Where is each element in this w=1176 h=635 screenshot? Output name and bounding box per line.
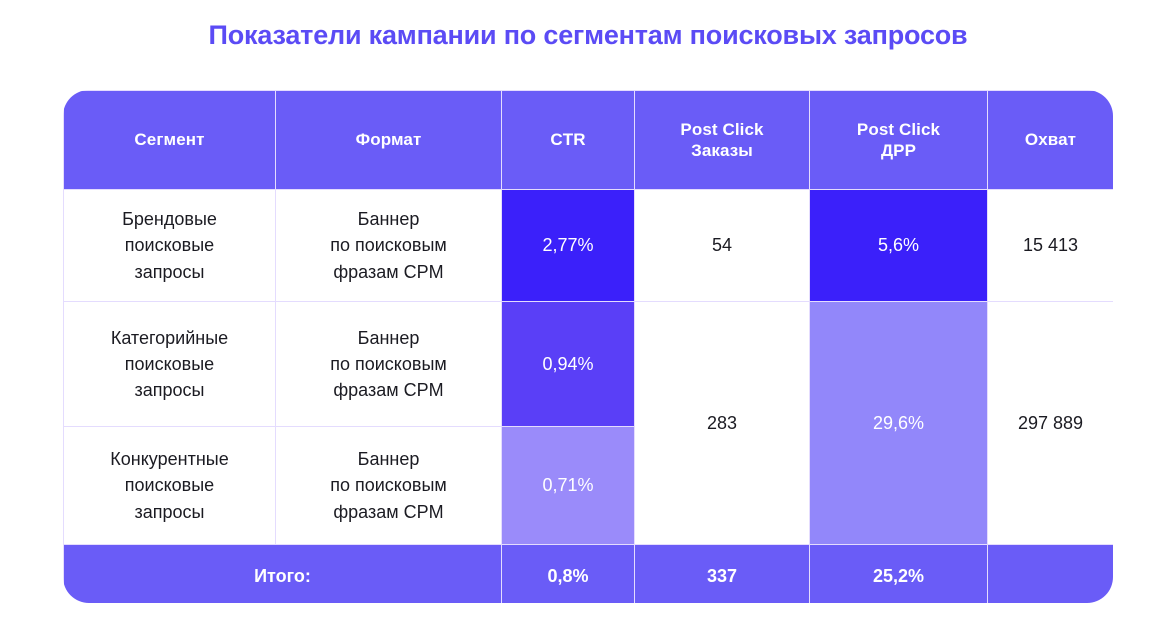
table-header: Сегмент Формат CTR Post Click Заказы Pos… bbox=[63, 90, 1113, 190]
column-header-post-click-drr-line1: Post Click bbox=[856, 119, 941, 139]
cell-post-click-drr-merged: 29,6% bbox=[809, 301, 988, 545]
cell-ctr-competitor: 0,71% bbox=[501, 426, 635, 545]
metrics-table-container: Сегмент Формат CTR Post Click Заказы Pos… bbox=[63, 90, 1113, 603]
segment-line1: Категорийные bbox=[110, 327, 229, 348]
cell-segment-competitor: Конкурентные поисковые запросы bbox=[63, 426, 276, 545]
table-row-branded: Брендовые поисковые запросы Баннер по по… bbox=[63, 189, 1113, 302]
page-title: Показатели кампании по сегментам поисков… bbox=[208, 20, 968, 50]
cell-segment-category: Категорийные поисковые запросы bbox=[63, 301, 276, 427]
format-line3: фразам CPM bbox=[333, 380, 444, 401]
segment-line2: поисковые bbox=[124, 475, 215, 496]
campaign-metrics-table: Сегмент Формат CTR Post Click Заказы Pos… bbox=[63, 90, 1113, 603]
column-header-post-click-orders-line1: Post Click bbox=[680, 119, 764, 139]
format-line1: Баннер bbox=[357, 209, 420, 230]
cell-segment-branded: Брендовые поисковые запросы bbox=[63, 189, 276, 302]
totals-label: Итого: bbox=[63, 544, 502, 603]
segment-line3: запросы bbox=[134, 261, 205, 282]
segment-line1: Конкурентные bbox=[110, 449, 229, 470]
segment-line1: Брендовые bbox=[122, 209, 217, 230]
table-row-competitor: Конкурентные поисковые запросы Баннер по… bbox=[63, 426, 1114, 545]
cell-ctr-branded: 2,77% bbox=[501, 189, 635, 302]
cell-post-click-drr-branded: 5,6% bbox=[809, 189, 988, 302]
segment-line3: запросы bbox=[134, 501, 205, 522]
format-line2: по поисковым bbox=[330, 235, 447, 256]
cell-format-competitor: Баннер по поисковым фразам CPM bbox=[275, 426, 502, 545]
totals-post-click-orders: 337 bbox=[634, 544, 810, 603]
segment-line2: поисковые bbox=[124, 353, 215, 374]
cell-reach-branded: 15 413 bbox=[987, 189, 1113, 302]
cell-format-category: Баннер по поисковым фразам CPM bbox=[275, 301, 502, 427]
cell-post-click-orders-merged: 283 bbox=[634, 301, 810, 545]
column-header-post-click-drr-line2: ДРР bbox=[880, 141, 917, 160]
column-header-post-click-orders: Post Click Заказы bbox=[634, 90, 810, 190]
cell-ctr-category: 0,94% bbox=[501, 301, 635, 427]
totals-row: Итого: 0,8% 337 25,2% bbox=[63, 544, 1113, 603]
column-header-reach: Охват bbox=[987, 90, 1113, 190]
totals-ctr: 0,8% bbox=[501, 544, 635, 603]
table-row-category: Категорийные поисковые запросы Баннер по… bbox=[63, 301, 1113, 545]
format-line3: фразам CPM bbox=[333, 261, 444, 282]
segment-line2: поисковые bbox=[124, 235, 215, 256]
format-line3: фразам CPM bbox=[333, 501, 444, 522]
cell-post-click-orders-branded: 54 bbox=[634, 189, 810, 302]
column-header-ctr: CTR bbox=[501, 90, 635, 190]
header-row: Сегмент Формат CTR Post Click Заказы Pos… bbox=[63, 90, 1113, 190]
table-footer: Итого: 0,8% 337 25,2% bbox=[63, 544, 1113, 603]
format-line2: по поисковым bbox=[330, 353, 447, 374]
totals-reach bbox=[987, 544, 1113, 603]
column-header-post-click-drr: Post Click ДРР bbox=[809, 90, 988, 190]
cell-format-branded: Баннер по поисковым фразам CPM bbox=[275, 189, 502, 302]
column-header-segment: Сегмент bbox=[63, 90, 276, 190]
format-line1: Баннер bbox=[357, 327, 420, 348]
totals-post-click-drr: 25,2% bbox=[809, 544, 988, 603]
format-line1: Баннер bbox=[357, 449, 420, 470]
format-line2: по поисковым bbox=[330, 475, 447, 496]
segment-line3: запросы bbox=[134, 380, 205, 401]
column-header-format: Формат bbox=[275, 90, 502, 190]
column-header-post-click-orders-line2: Заказы bbox=[691, 141, 753, 160]
table-body: Брендовые поисковые запросы Баннер по по… bbox=[63, 189, 1114, 545]
cell-reach-merged: 297 889 bbox=[987, 301, 1113, 545]
